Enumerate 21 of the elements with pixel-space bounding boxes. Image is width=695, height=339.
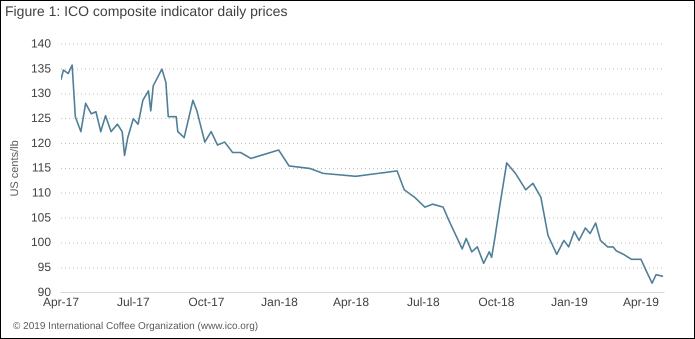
x-tick-label: Apr-18 — [332, 295, 370, 310]
y-tick-label: 95 — [38, 260, 52, 274]
y-axis-title: US cents/lb — [9, 140, 22, 197]
x-tick-label: Apr-19 — [622, 295, 660, 310]
y-tick-label: 140 — [30, 36, 52, 51]
x-tick-label: Oct-18 — [478, 295, 515, 310]
x-tick-label: Jan-19 — [551, 295, 588, 310]
chart-title: Figure 1: ICO composite indicator daily prices — [5, 3, 288, 19]
y-tick-label: 110 — [32, 186, 52, 200]
text: © 2019 International Coffee Organization (www.ico.org) — [13, 321, 258, 332]
y-tick-label: 105 — [30, 210, 52, 224]
y-tick-label: 100 — [30, 235, 52, 250]
y-tick-label: 125 — [30, 111, 52, 126]
x-tick-label: Jan-18 — [261, 295, 298, 310]
y-tick-label: 130 — [30, 86, 52, 100]
x-tick-label: Oct-17 — [188, 295, 225, 310]
y-tick-label: 115 — [32, 160, 52, 175]
y-tick-label: 135 — [30, 61, 52, 76]
y-tick-label: 120 — [30, 136, 52, 150]
x-tick-label: Jul-17 — [116, 295, 150, 310]
x-tick-label: Jul-18 — [406, 295, 440, 310]
